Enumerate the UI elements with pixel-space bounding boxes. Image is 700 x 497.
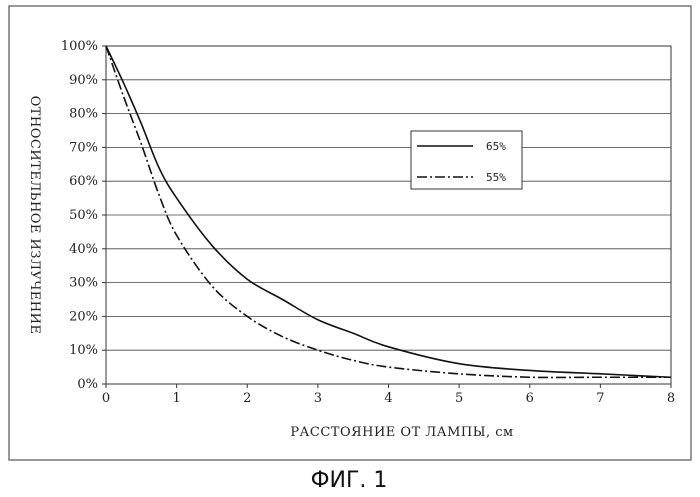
x-tick-label: 8 xyxy=(667,391,675,406)
y-tick-label: 70% xyxy=(69,140,98,155)
x-tick-label: 2 xyxy=(243,391,251,406)
y-tick-label: 90% xyxy=(69,73,98,88)
x-tick-label: 7 xyxy=(596,391,604,406)
x-tick-label: 0 xyxy=(102,391,110,406)
x-axis-title: РАССТОЯНИЕ ОТ ЛАМПЫ, см xyxy=(290,425,513,440)
x-tick-label: 6 xyxy=(526,391,534,406)
x-tick-label: 3 xyxy=(314,391,322,406)
x-tick-label: 4 xyxy=(384,391,392,406)
y-tick-label: 0% xyxy=(77,377,98,392)
legend: 65% 55% xyxy=(411,131,522,189)
y-tick-label: 30% xyxy=(69,276,98,291)
y-tick-label: 50% xyxy=(69,208,98,223)
legend-label-65: 65% xyxy=(486,140,506,153)
figure-caption: ФИГ. 1 xyxy=(311,468,388,493)
y-tick-label: 40% xyxy=(69,242,98,257)
legend-label-55: 55% xyxy=(486,171,506,184)
y-tick-label: 100% xyxy=(61,39,98,54)
x-axis-ticks: 0 1 2 3 4 5 6 7 8 xyxy=(102,384,675,406)
y-tick-label: 10% xyxy=(69,343,98,358)
y-tick-label: 60% xyxy=(69,174,98,189)
x-tick-label: 5 xyxy=(455,391,463,406)
y-axis-ticks: 0% 10% 20% 30% 40% 50% 60% 70% 80% 90% 100% xyxy=(61,39,106,392)
y-tick-label: 20% xyxy=(69,309,98,324)
y-axis-title: ОТНОСИТЕЛЬНОЕ ИЗЛУЧЕНИЕ xyxy=(27,96,42,335)
y-tick-label: 80% xyxy=(69,107,98,122)
x-tick-label: 1 xyxy=(172,391,180,406)
